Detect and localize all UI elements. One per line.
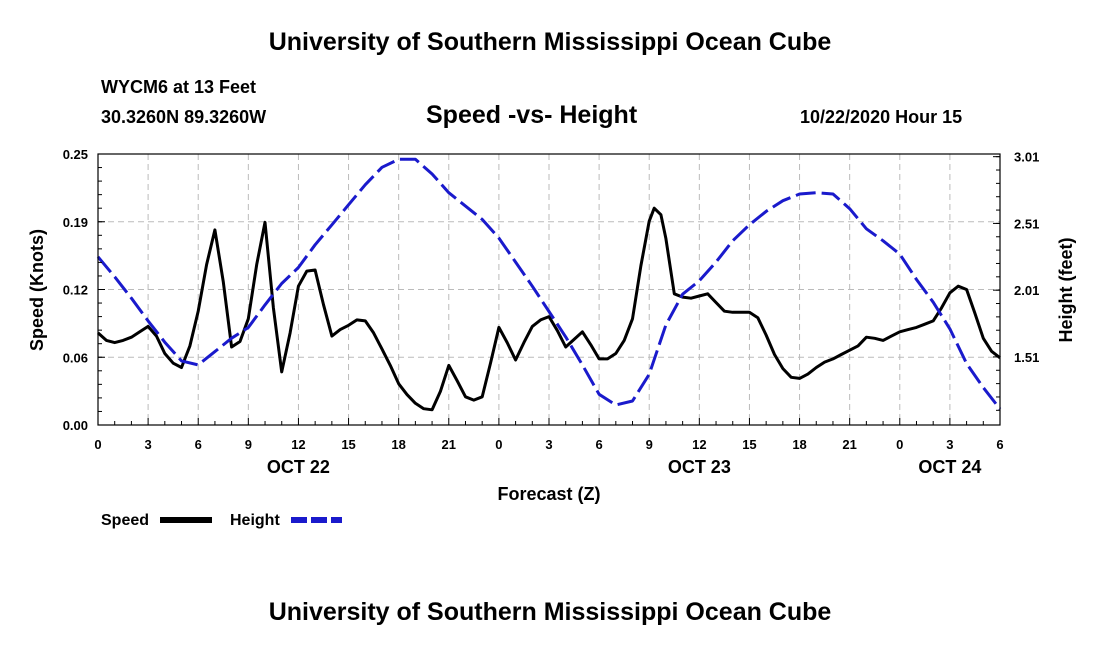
speed-series-line xyxy=(97,206,1001,412)
y-tick-label: 0.00 xyxy=(63,418,88,433)
axes: 0 3 6 9 12 15 18 21 0 3 6 9 12 15 18 21 0 3 6 OCT 22 OCT 23 O… xyxy=(63,147,1040,477)
chart-title: Speed -vs- Height xyxy=(426,101,638,129)
y2-tick-label: 1.51 xyxy=(1014,350,1039,365)
y-axis-title: Speed (Knots) xyxy=(27,229,47,351)
height-series-line xyxy=(96,157,1002,410)
x-tick-label: 9 xyxy=(646,437,653,452)
x-tick-label: 18 xyxy=(792,437,806,452)
y-tick-label: 0.06 xyxy=(63,350,88,365)
x-tick-label: 3 xyxy=(144,437,151,452)
x-tick-label: 12 xyxy=(692,437,706,452)
station-coordinates: 30.3260N 89.3260W xyxy=(101,107,267,127)
y2-tick-label: 3.01 xyxy=(1014,150,1039,165)
x-tick-label: 3 xyxy=(946,437,953,452)
x-tick-label: 15 xyxy=(341,437,355,452)
date-label: OCT 23 xyxy=(668,457,731,477)
x-tick-label: 6 xyxy=(195,437,202,452)
y2-tick-label: 2.51 xyxy=(1014,216,1039,231)
x-tick-label: 0 xyxy=(94,437,101,452)
x-tick-label: 12 xyxy=(291,437,305,452)
x-tick-label: 6 xyxy=(996,437,1003,452)
x-tick-label: 0 xyxy=(896,437,903,452)
y-tick-label: 0.25 xyxy=(63,147,88,162)
forecast-run-time: 10/22/2020 Hour 15 xyxy=(800,107,963,127)
x-axis-title: Forecast (Z) xyxy=(497,484,600,504)
station-name: WYCM6 at 13 Feet xyxy=(101,77,257,97)
x-tick-label: 3 xyxy=(545,437,552,452)
date-label: OCT 22 xyxy=(267,457,330,477)
grid xyxy=(98,154,1000,425)
x-tick-label: 15 xyxy=(742,437,756,452)
footer-title: University of Southern Mississippi Ocean… xyxy=(268,598,832,626)
y2-axis-title: Height (feet) xyxy=(1056,238,1076,343)
legend-height-label: Height xyxy=(230,512,280,529)
legend: Speed Height xyxy=(101,512,342,529)
series-layer xyxy=(96,157,1002,412)
x-tick-label: 18 xyxy=(391,437,405,452)
x-tick-label: 0 xyxy=(495,437,502,452)
y-tick-label: 0.19 xyxy=(63,215,88,230)
date-label: OCT 24 xyxy=(918,457,981,477)
x-tick-label: 21 xyxy=(842,437,856,452)
y2-tick-label: 2.01 xyxy=(1014,283,1039,298)
page-title: University of Southern Mississippi Ocean… xyxy=(268,28,832,56)
x-tick-label: 6 xyxy=(595,437,602,452)
legend-speed-label: Speed xyxy=(101,512,149,529)
x-tick-label: 21 xyxy=(442,437,456,452)
x-tick-label: 9 xyxy=(245,437,252,452)
y-tick-label: 0.12 xyxy=(63,283,88,298)
